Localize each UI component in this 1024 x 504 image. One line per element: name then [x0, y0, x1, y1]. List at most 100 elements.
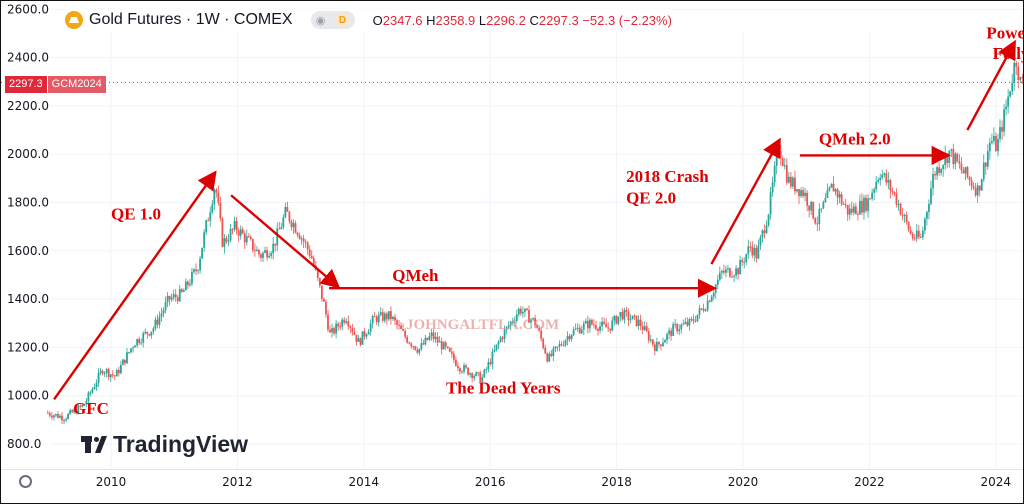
candle-body: [89, 392, 92, 394]
candle-body: [63, 420, 65, 422]
time-axis-bar[interactable]: [1, 469, 1023, 500]
candle-body: [501, 337, 504, 339]
candle-body: [842, 203, 845, 205]
candle-body: [422, 343, 425, 345]
candle-body: [852, 206, 855, 213]
data-status-pill[interactable]: ◉ D: [310, 11, 355, 29]
candle-body: [861, 200, 863, 213]
candle-body: [418, 348, 421, 353]
symbol-title[interactable]: Gold Futures · 1W · COMEX: [89, 11, 293, 28]
candle-body: [655, 341, 658, 352]
candle-body: [995, 135, 997, 152]
x-tick-label: 2016: [475, 475, 506, 489]
candle-body: [769, 192, 772, 215]
gear-icon[interactable]: [19, 475, 32, 488]
candle-body: [85, 400, 88, 405]
candle-body: [473, 375, 476, 379]
candle-body: [680, 324, 683, 330]
candle-body: [528, 309, 530, 323]
candle-body: [225, 238, 228, 242]
candle-body: [396, 320, 398, 325]
candle-body: [519, 308, 522, 314]
candle-body: [189, 283, 191, 286]
candle-body: [785, 165, 788, 183]
candle-body: [233, 221, 236, 230]
candle-body: [398, 324, 400, 326]
candle-body: [974, 188, 977, 196]
candle-body: [109, 374, 112, 378]
candle-body: [387, 311, 390, 320]
candle-body: [300, 238, 303, 240]
candle-body: [923, 218, 926, 231]
candle-body: [1001, 127, 1003, 132]
gold-symbol-icon[interactable]: [65, 11, 83, 29]
candle-body: [926, 211, 928, 219]
candle-body: [901, 214, 904, 216]
candle-body: [562, 345, 565, 347]
candle-body: [542, 338, 545, 348]
candle-body: [741, 260, 744, 263]
candle-body: [341, 319, 344, 327]
candle-body: [684, 321, 687, 324]
candle-body: [702, 308, 705, 311]
candle-body: [207, 220, 210, 222]
candle-body: [641, 326, 644, 331]
candle-body: [664, 340, 666, 343]
candle-body: [1019, 77, 1022, 81]
x-tick-label: 2010: [96, 475, 127, 489]
candle-body: [193, 269, 195, 272]
candle-body: [463, 365, 465, 372]
candle-body: [830, 183, 833, 188]
candle-body: [552, 348, 555, 356]
candle-body: [57, 413, 59, 418]
candle-body: [144, 331, 147, 334]
candle-body: [755, 247, 758, 259]
trend-arrow: [230, 194, 341, 289]
candle-body: [812, 201, 815, 219]
x-tick-label: 2024: [981, 475, 1012, 489]
candle-body: [885, 173, 888, 183]
candle-body: [881, 174, 884, 178]
candle-body: [320, 285, 323, 300]
candle-body: [454, 359, 457, 366]
candle-body: [479, 372, 482, 382]
candle-body: [507, 325, 510, 327]
candle-body: [993, 135, 995, 142]
candle-body: [215, 189, 218, 193]
candle-body: [152, 328, 155, 332]
candle-body: [446, 346, 449, 348]
candle-body: [932, 174, 934, 189]
candle-body: [150, 331, 153, 336]
candle-body: [781, 158, 784, 166]
candle-body: [623, 309, 626, 320]
candle-body: [231, 229, 234, 231]
candle-body: [83, 404, 86, 406]
candle-body: [930, 188, 932, 205]
candle-body: [828, 187, 831, 191]
candle-body: [936, 167, 938, 176]
candle-body: [779, 151, 782, 159]
candle-body: [611, 320, 614, 331]
candle-body: [556, 346, 559, 348]
candle-body: [160, 313, 163, 317]
candle-body: [952, 149, 955, 164]
candle-body: [826, 190, 829, 199]
close-value: 2297.3: [538, 12, 579, 28]
candle-body: [722, 270, 725, 273]
candle-body: [412, 346, 415, 348]
candle-body: [568, 336, 571, 340]
candle-body: [970, 180, 973, 187]
candle-body: [889, 180, 892, 191]
candle-body: [166, 295, 169, 303]
candle-body: [288, 211, 291, 222]
candle-body: [536, 325, 539, 328]
candle-body: [465, 365, 467, 368]
candle-body: [586, 320, 589, 329]
tradingview-logo[interactable]: TradingView: [81, 431, 248, 458]
candle-body: [205, 220, 208, 233]
candle-body: [186, 281, 189, 286]
trend-arrow: [966, 39, 1016, 131]
candle-body: [509, 321, 512, 326]
candle-body: [948, 150, 951, 163]
candle-body: [836, 189, 839, 198]
